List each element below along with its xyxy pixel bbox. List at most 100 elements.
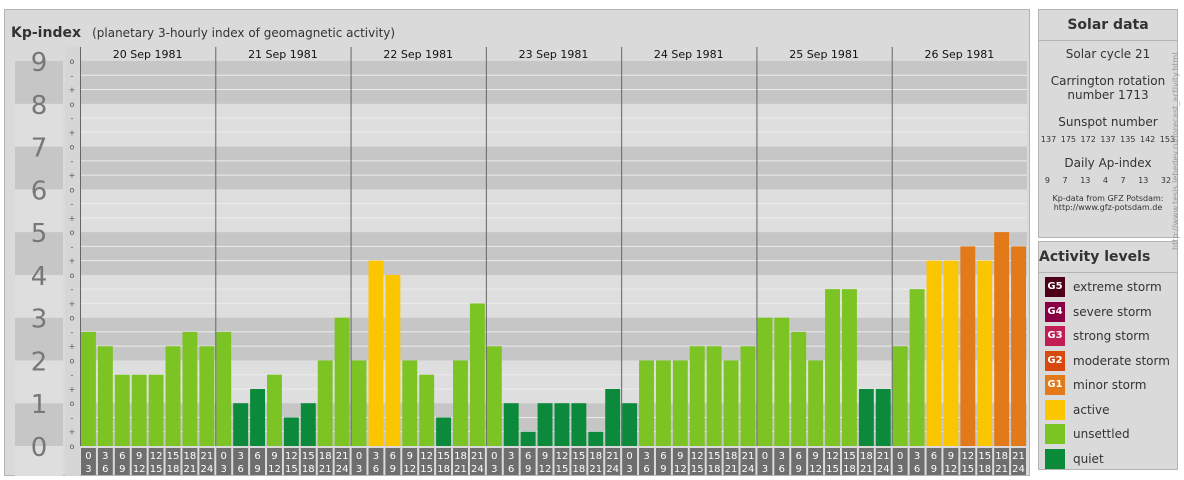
legend-item: quiet [1045,448,1173,469]
legend-swatch: G3 [1045,326,1065,346]
hour-cell [469,448,485,475]
kp-minor-tick: - [71,200,74,209]
kp-minor-tick: o [70,356,75,365]
kp-band [80,189,1027,233]
hour-cell [486,448,502,475]
kp-bar [639,360,654,446]
hour-cell [131,448,147,475]
hour-cell [588,448,604,475]
hour-cell [825,448,840,475]
kp-bar [808,360,824,446]
kp-minor-tick: o [70,228,75,237]
hour-start-label: 0 [221,451,227,462]
day-label: 24 Sep 1981 [654,48,724,61]
hour-start-label: 21 [336,451,349,462]
hour-start-label: 21 [471,451,484,462]
hour-cell [537,448,553,475]
kp-minor-tick: - [71,328,74,337]
kp-bar [537,403,553,446]
hour-end-label: 18 [708,464,721,475]
hour-start-label: 9 [948,451,954,462]
hour-start-label: 9 [136,451,142,462]
kp-bar [300,403,316,446]
day-label: 22 Sep 1981 [383,48,453,61]
hour-end-label: 24 [200,464,213,475]
hour-cell [368,448,384,475]
kp-minor-tick: o [70,100,75,109]
hour-start-label: 15 [167,451,180,462]
kp-minor-tick: + [69,257,76,266]
data-source: Kp-data from GFZ Potsdam: [1052,194,1164,203]
legend-item: G2 moderate storm [1045,350,1173,371]
hour-end-label: 15 [556,464,569,475]
hour-start-label: 18 [995,451,1008,462]
legend-item: active [1045,399,1173,420]
data-source-url: http://www.gfz-potsdam.de [1053,203,1163,212]
hour-end-label: 21 [860,464,873,475]
hour-end-label: 3 [356,464,362,475]
kp-bar [909,289,925,446]
kp-bar [385,274,401,446]
hour-start-label: 21 [200,451,213,462]
kp-bar [977,260,993,446]
hour-cell [571,448,587,475]
hour-start-label: 9 [812,451,818,462]
hour-end-label: 21 [995,464,1008,475]
hour-end-label: 24 [1012,464,1025,475]
kp-band [80,274,1027,318]
hour-end-label: 24 [606,464,619,475]
hour-cell [655,448,671,475]
hour-start-label: 6 [931,451,937,462]
kp-minor-tick: o [70,57,75,66]
kp-bar [943,260,959,446]
hour-end-label: 9 [931,464,937,475]
hour-start-label: 21 [877,451,890,462]
hour-start-label: 18 [725,451,738,462]
kp-scale-band [15,360,63,404]
hour-cell [757,448,773,475]
kp-bar [622,403,638,446]
kp-bar [791,331,807,446]
hour-start-label: 3 [643,451,649,462]
kp-bar [875,388,891,446]
hour-cell [199,448,215,475]
hour-end-label: 12 [403,464,416,475]
hour-cell [994,448,1010,475]
kp-bar [351,360,367,446]
hour-start-label: 6 [119,451,125,462]
minor-tick-column [65,47,80,476]
hour-start-label: 6 [525,451,531,462]
kp-minor-tick: - [71,371,74,380]
activity-levels-panel: Activity levels G5 extreme storm G4 severe … [1038,241,1178,470]
hour-end-label: 12 [945,464,958,475]
sunspot-label: Sunspot number [1058,115,1158,129]
activity-levels-title: Activity levels [1039,242,1177,273]
kp-bar [267,374,282,446]
hour-end-label: 21 [454,464,467,475]
hour-end-label: 15 [961,464,974,475]
hour-start-label: 9 [677,451,683,462]
hour-start-label: 6 [390,451,396,462]
hour-start-label: 6 [660,451,666,462]
hour-cell [419,448,435,475]
kp-scale-band [15,317,63,361]
hour-cell [385,448,401,475]
kp-minor-tick: o [70,143,75,152]
hour-start-label: 18 [589,451,602,462]
hour-end-label: 6 [914,464,920,475]
hour-start-label: 9 [407,451,413,462]
hour-cell [402,448,418,475]
kp-bar [706,346,722,446]
kp-bar [605,388,621,446]
hour-cell [250,448,266,475]
kp-bar [165,346,181,446]
kp-tick-label: 5 [31,219,48,249]
hour-end-label: 21 [589,464,602,475]
hour-start-label: 9 [542,451,548,462]
credit-url: http://www.tesis.lebedev.ru/forecast_act… [1171,52,1180,250]
kp-bar [892,346,908,446]
kp-minor-tick: + [69,214,76,223]
hour-end-label: 6 [373,464,379,475]
kp-bar [233,403,249,446]
hour-end-label: 3 [762,464,768,475]
